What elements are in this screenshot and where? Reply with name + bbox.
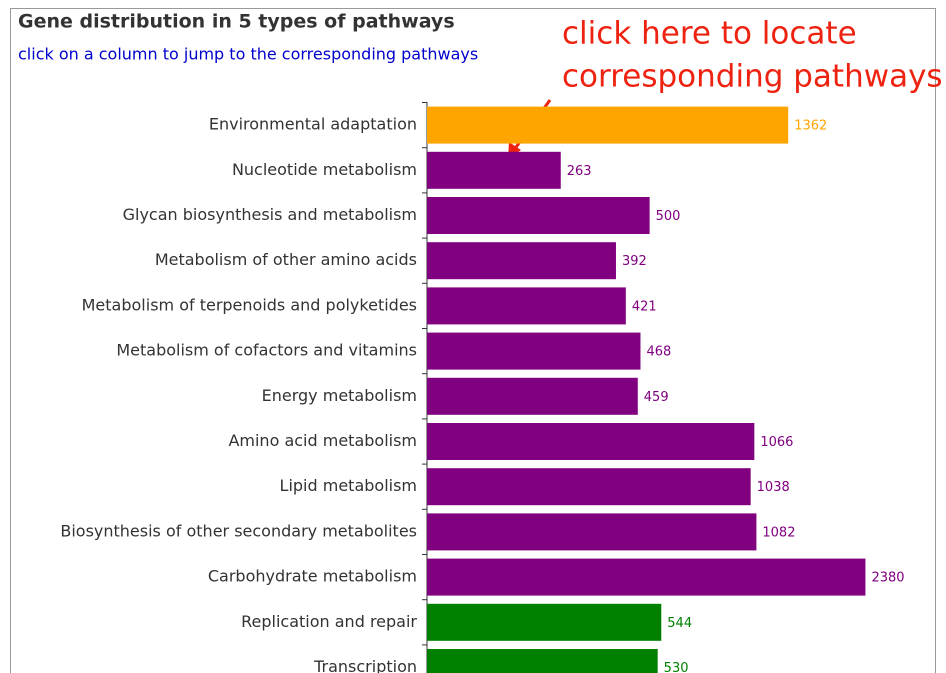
bar[interactable]: [427, 242, 616, 280]
bar[interactable]: [427, 558, 866, 596]
value-label: 392: [622, 254, 647, 269]
bar[interactable]: [427, 649, 658, 673]
category-label: Transcription: [313, 657, 417, 673]
value-label: 544: [667, 616, 692, 631]
bar[interactable]: [427, 513, 757, 551]
bar[interactable]: [427, 332, 641, 370]
panel-border: [10, 8, 936, 673]
category-label: Metabolism of other amino acids: [155, 250, 417, 269]
value-label: 530: [664, 661, 689, 673]
bar[interactable]: [427, 468, 751, 506]
bar[interactable]: [427, 287, 626, 325]
category-label: Environmental adaptation: [209, 115, 417, 134]
category-label: Energy metabolism: [262, 386, 417, 405]
category-label: Carbohydrate metabolism: [208, 567, 417, 586]
bar[interactable]: [427, 106, 789, 144]
bar[interactable]: [427, 423, 755, 460]
category-label: Metabolism of cofactors and vitamins: [116, 341, 417, 360]
value-label: 1066: [760, 435, 793, 450]
category-label: Replication and repair: [241, 612, 417, 631]
annotation: click here to locate: [562, 16, 857, 52]
value-label: 2380: [871, 571, 904, 586]
chart-title: Gene distribution in 5 types of pathways: [18, 11, 455, 33]
category-label: Biosynthesis of other secondary metaboli…: [60, 521, 417, 540]
value-label: 468: [646, 345, 671, 360]
value-label: 1362: [794, 119, 827, 134]
value-label: 421: [632, 299, 657, 314]
annotation: corresponding pathways: [562, 59, 943, 95]
bar[interactable]: [427, 377, 638, 415]
bar[interactable]: [427, 197, 650, 234]
value-label: 459: [644, 390, 669, 405]
category-label: Amino acid metabolism: [228, 431, 417, 450]
category-label: Glycan biosynthesis and metabolism: [123, 205, 417, 224]
category-label: Lipid metabolism: [280, 476, 417, 495]
bar[interactable]: [427, 603, 662, 641]
bar[interactable]: [427, 151, 561, 189]
value-label: 500: [656, 209, 681, 224]
value-label: 1082: [762, 525, 795, 540]
chart-subtitle: click on a column to jump to the corresp…: [18, 45, 478, 64]
category-label: Metabolism of terpenoids and polyketides: [82, 295, 417, 314]
category-label: Nucleotide metabolism: [232, 160, 417, 179]
value-label: 263: [567, 164, 592, 179]
value-label: 1038: [757, 480, 790, 495]
